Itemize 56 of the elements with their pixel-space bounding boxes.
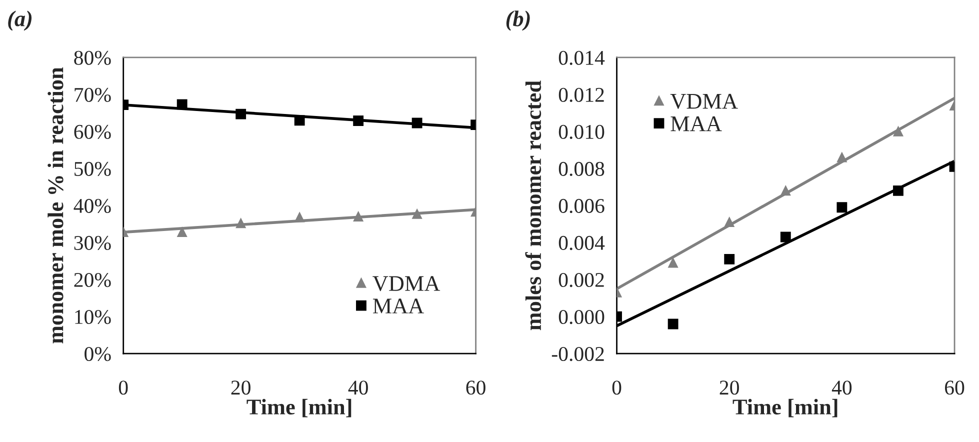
y-tick-label: 30% [74,236,111,250]
x-tick-label: 60 [466,380,486,395]
legend-label: MAA [372,298,424,314]
x-axis-title: Time [min] [732,398,838,418]
x-tick-label: 40 [832,380,852,395]
point [837,152,847,162]
point [724,254,735,264]
y-tick-label: 50% [74,162,111,176]
point [893,186,904,196]
y-tick-label: 40% [74,198,111,214]
point [668,318,678,330]
y-tick-label: 0.012 [558,88,604,102]
point [724,217,734,228]
y-tick-label: 0.014 [558,50,605,65]
y-tick-label: 0.010 [558,124,604,140]
legend-label: VDMA [670,94,738,109]
point [893,126,904,136]
point [668,258,678,268]
y-tick-label: 0% [84,346,111,362]
point [236,108,246,120]
point [412,118,422,128]
y-tick-label: 80% [74,50,111,65]
y-tick-label: 0.008 [558,162,604,176]
y-tick-label: 0.004 [558,236,605,250]
x-tick-label: 0 [612,380,622,395]
point [412,209,422,219]
point [780,186,791,196]
y-tick-label: 0.002 [558,272,604,288]
point [780,232,791,242]
point [353,212,364,222]
x-axis-title: Time [min] [246,398,352,418]
chart-title: (a) [8,10,32,31]
point [836,202,848,213]
point [353,116,364,126]
y-axis-title: moles of monomer reacted [525,80,542,330]
x-tick-label: 40 [348,380,368,395]
point [294,115,305,126]
x-tick-label: 20 [231,380,250,395]
legend-label: VDMA [372,276,440,292]
y-axis-title: monomer mole % in reaction [48,67,64,344]
y-tick-label: 60% [74,124,111,139]
legend-label: MAA [670,116,722,132]
y-tick-label: 0.000 [558,310,604,324]
y-tick-label: 0.006 [558,198,604,214]
y-tick-label: 10% [75,310,111,324]
y-tick-label: 70% [74,88,111,102]
x-tick-label: 0 [118,380,128,395]
y-tick-label: -0.002 [552,346,604,362]
point [176,99,188,110]
x-tick-label: 60 [945,380,964,395]
point [236,218,246,228]
point [294,212,304,222]
x-tick-label: 20 [720,380,739,395]
y-tick-label: 20% [74,272,111,288]
chart-title: (b) [506,10,530,31]
point [177,227,187,238]
